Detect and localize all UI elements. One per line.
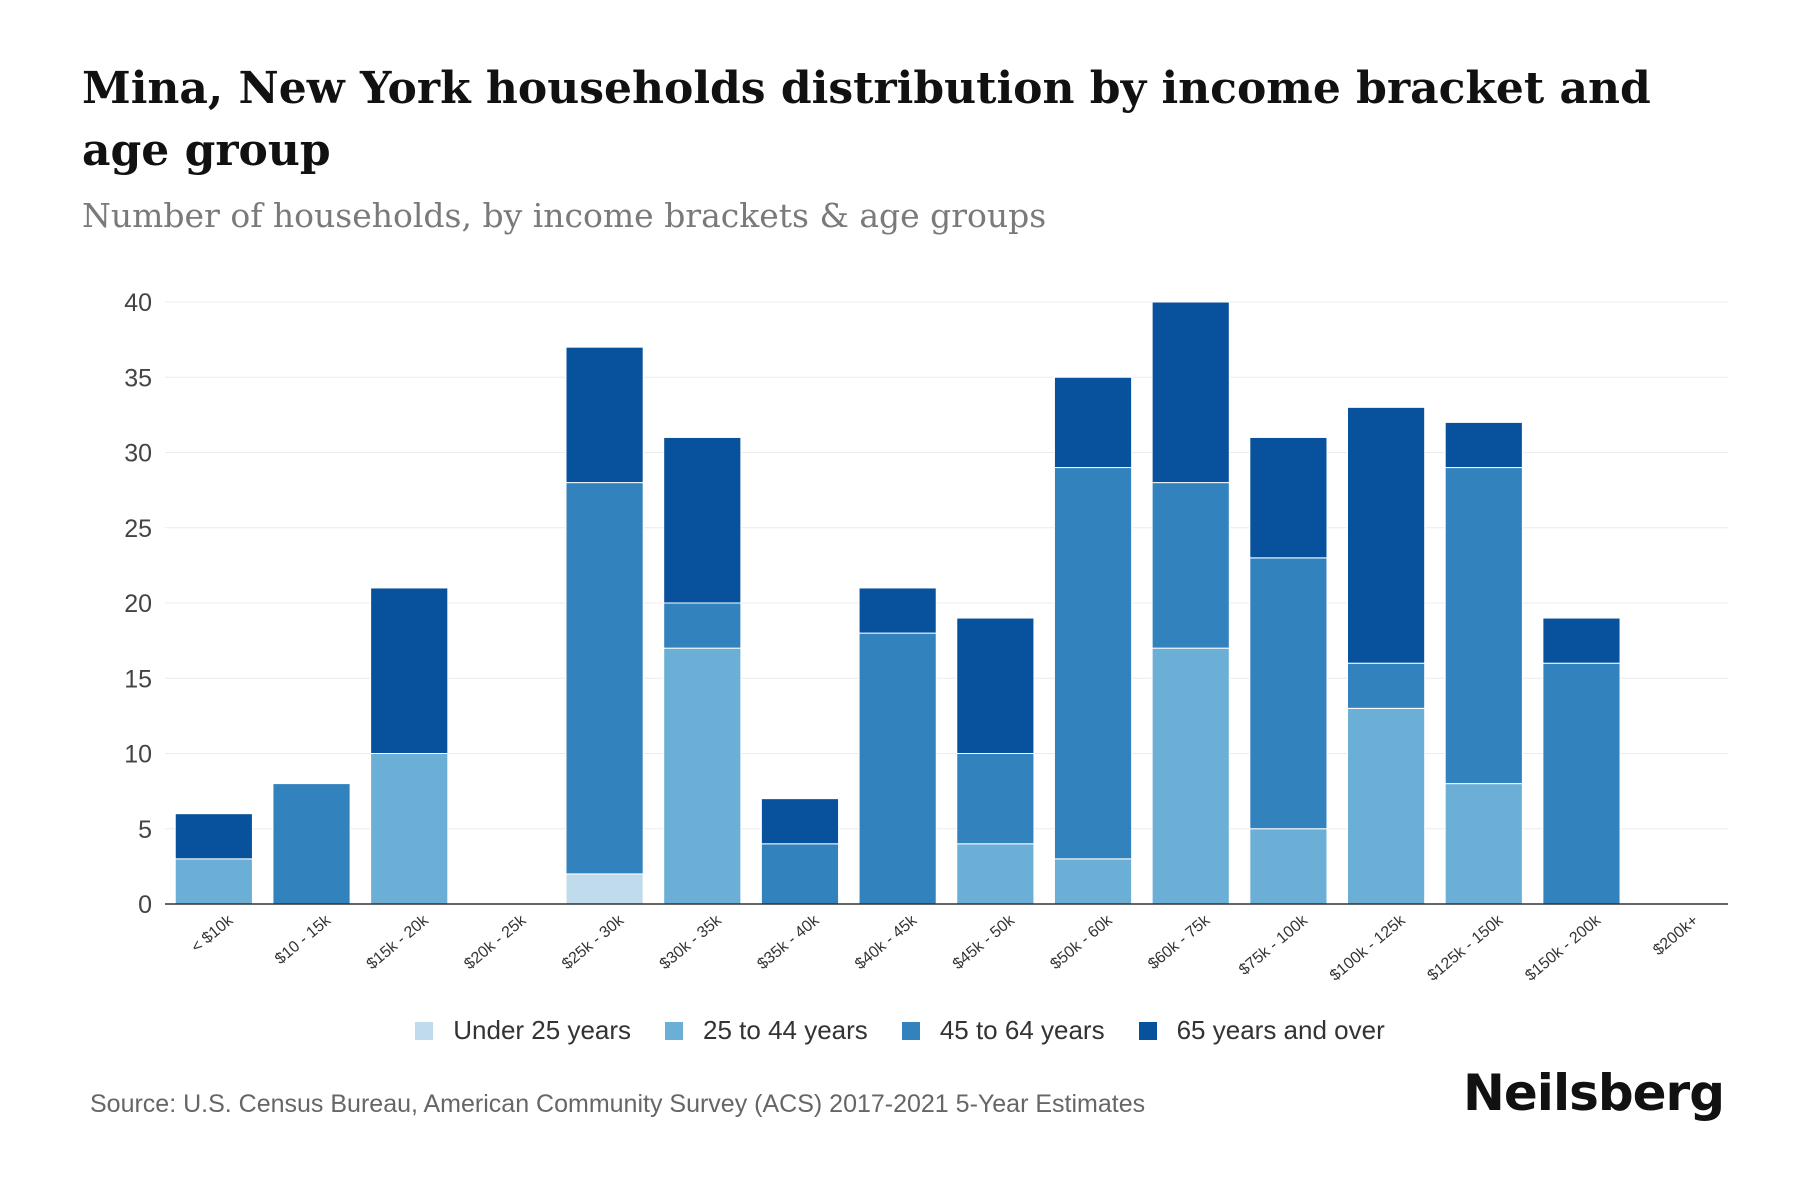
legend-label: 25 to 44 years (703, 1015, 868, 1045)
bar-segment (760, 843, 840, 905)
legend-item: 65 years and over (1138, 1015, 1385, 1046)
bar-segment (370, 753, 449, 905)
legend-item: 45 to 64 years (901, 1015, 1105, 1046)
x-tick-label: < $10k (188, 911, 237, 956)
x-tick-label: $20k - 25k (461, 911, 530, 973)
x-tick-label: $40k - 45k (852, 911, 921, 973)
bar-segment (1542, 662, 1621, 905)
y-tick-label: 5 (138, 816, 152, 844)
x-tick-label: $75k - 100k (1236, 911, 1312, 978)
chart-subtitle: Number of households, by income brackets… (82, 196, 1047, 235)
bar-segment (565, 873, 644, 905)
y-tick-label: 0 (138, 891, 152, 919)
bar-segment (1444, 421, 1523, 469)
bar-segment (370, 587, 449, 755)
bar-segment (1444, 467, 1523, 785)
x-tick-label: $15k - 20k (364, 911, 433, 973)
y-tick-label: 20 (124, 590, 152, 618)
bar-segment (174, 858, 253, 905)
x-tick-label: $50k - 60k (1047, 911, 1116, 973)
x-axis-ticks: < $10k $10 - 15k $15k - 20k $20k - 25k $25k … (188, 911, 1701, 984)
x-tick-label: $125k - 150k (1425, 911, 1508, 984)
y-tick-label: 35 (124, 364, 152, 392)
bar-segment (1347, 662, 1426, 709)
bar-segment (1151, 301, 1230, 484)
bar-segment (565, 346, 644, 484)
bar-segment (272, 783, 351, 905)
bar-segment (956, 843, 1035, 905)
y-tick-label: 40 (124, 289, 152, 317)
bar-segment (1053, 858, 1133, 905)
bar-segment (1151, 482, 1230, 649)
bar-segment (174, 813, 253, 860)
bar-segment (1347, 707, 1426, 905)
bar-segment (565, 482, 644, 875)
bar-segment (663, 602, 742, 649)
brand-logo: Neilsberg (1463, 1064, 1725, 1122)
y-axis-ticks: 0 5 10 15 20 25 30 35 40 (124, 289, 152, 919)
legend-label: Under 25 years (453, 1015, 632, 1045)
legend-swatch (415, 1021, 434, 1040)
y-tick-label: 25 (124, 515, 152, 543)
x-tick-label: $100k - 125k (1327, 911, 1410, 984)
bar-segment (1249, 436, 1328, 559)
bar-segment (858, 587, 937, 634)
bar-segment (663, 436, 742, 604)
legend-swatch (1138, 1021, 1157, 1040)
x-tick-label: $35k - 40k (754, 911, 823, 973)
y-tick-label: 30 (124, 440, 152, 468)
x-tick-label: $60k - 75k (1145, 911, 1214, 973)
bar-segment (956, 617, 1035, 754)
bar-segment (1347, 406, 1426, 664)
bar-segment (1249, 557, 1328, 830)
bar-segment (663, 647, 742, 905)
x-tick-label: $150k - 200k (1522, 911, 1605, 984)
bar-segment (1053, 467, 1133, 860)
bar-segment (1151, 647, 1230, 905)
bar-segment (760, 798, 840, 845)
bar-segment (956, 753, 1035, 845)
bar-segment (1542, 617, 1621, 664)
legend-label: 45 to 64 years (939, 1015, 1105, 1045)
legend-item: Under 25 years (415, 1015, 631, 1046)
legend-swatch (665, 1021, 684, 1040)
x-tick-label: $10 - 15k (272, 911, 335, 968)
x-tick-label: $200k+ (1650, 912, 1701, 959)
y-tick-label: 10 (124, 741, 152, 769)
chart-title: Mina, New York households distribution b… (82, 63, 1651, 176)
legend-label: 65 years and over (1176, 1015, 1385, 1045)
x-tick-label: $30k - 35k (657, 911, 726, 973)
legend-swatch (901, 1021, 920, 1040)
x-tick-label: $25k - 30k (559, 911, 628, 973)
legend-item: 25 to 44 years (665, 1015, 868, 1046)
legend: Under 25 years 25 to 44 years 45 to 64 yea… (0, 1015, 1800, 1046)
y-tick-label: 15 (124, 665, 152, 693)
bar-segment (858, 632, 937, 905)
bars (174, 301, 1621, 905)
bar-segment (1053, 376, 1133, 469)
x-tick-label: $45k - 50k (950, 911, 1019, 973)
source-note: Source: U.S. Census Bureau, American Com… (90, 1090, 1146, 1118)
bar-segment (1444, 783, 1523, 905)
bar-segment (1249, 828, 1328, 905)
